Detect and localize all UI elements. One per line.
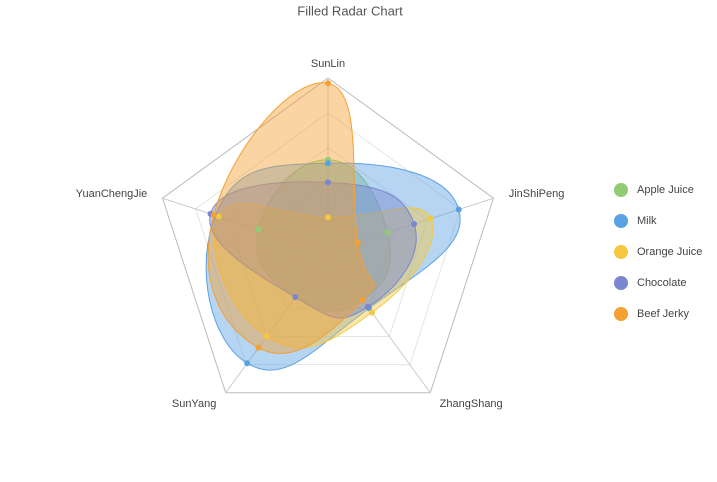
data-point	[411, 221, 418, 228]
data-point	[325, 160, 331, 167]
data-point	[325, 80, 331, 87]
axis-spoke	[225, 251, 329, 394]
radar-area	[207, 82, 375, 354]
data-point	[364, 303, 371, 310]
radar-area	[209, 181, 417, 319]
data-point	[210, 211, 217, 218]
axis-label: ZhangShang	[440, 398, 503, 410]
legend-label: Chocolate	[637, 277, 687, 289]
axis-spoke	[162, 197, 329, 253]
data-point	[292, 294, 299, 301]
axis-label: YuanChengJie	[76, 188, 148, 200]
axis-label: JinShiPeng	[509, 188, 565, 200]
chart-title: Filled Radar Chart	[297, 3, 403, 18]
legend-label: Beef Jerky	[637, 308, 689, 320]
grid-ring	[294, 216, 362, 281]
data-point	[427, 215, 434, 222]
legend-marker	[614, 183, 628, 197]
legend-label: Orange Juice	[637, 246, 702, 258]
legend-label: Apple Juice	[637, 184, 694, 196]
data-point	[215, 213, 222, 220]
legend-marker	[614, 276, 628, 290]
data-point	[325, 214, 331, 221]
legend-marker	[614, 307, 628, 321]
data-point	[359, 296, 366, 303]
data-point	[384, 229, 391, 236]
legend-marker	[614, 214, 628, 228]
legend-label: Milk	[637, 215, 657, 227]
data-point	[255, 226, 262, 233]
data-point	[244, 360, 251, 367]
radar-area	[213, 202, 434, 348]
axis-label: SunLin	[311, 58, 345, 70]
radar-area	[256, 159, 392, 312]
axis-spoke	[327, 251, 431, 394]
grid-ring	[161, 77, 495, 394]
radar-area	[205, 162, 461, 371]
data-point	[455, 206, 462, 213]
grid-ring	[261, 181, 395, 309]
data-point	[368, 309, 375, 316]
data-point	[325, 179, 331, 186]
axis-label: SunYang	[172, 398, 216, 410]
data-point	[354, 239, 361, 246]
legend-marker	[614, 245, 628, 259]
data-point	[255, 344, 262, 351]
data-point	[263, 333, 270, 340]
grid-ring	[195, 112, 461, 366]
